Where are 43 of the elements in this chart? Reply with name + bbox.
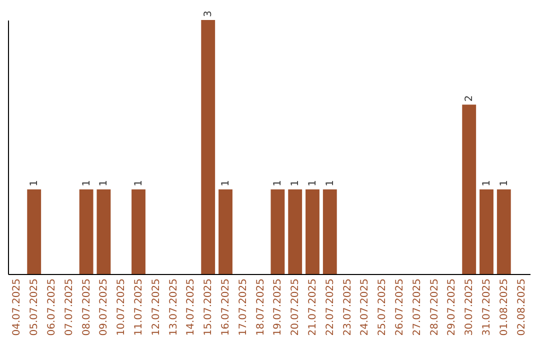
x-tick-label: 26.07.2025 [394, 278, 406, 336]
data-label: 2 [464, 95, 476, 102]
x-tick-label: 08.07.2025 [81, 278, 92, 336]
data-label: 1 [308, 180, 318, 186]
x-tick-label: 21.07.2025 [308, 278, 318, 336]
data-label: 1 [272, 180, 284, 186]
data-label: 1 [98, 180, 110, 186]
x-tick-label: 31.07.2025 [482, 278, 492, 336]
x-tick-label: 16.07.2025 [220, 278, 232, 336]
x-tick-label: 13.07.2025 [168, 278, 180, 336]
x-tick-label: 09.07.2025 [98, 278, 110, 336]
x-tick-label: 06.07.2025 [46, 278, 58, 336]
x-tick-label: 20.07.2025 [290, 278, 302, 336]
data-label: 1 [498, 180, 510, 186]
data-label: 1 [290, 180, 302, 186]
x-tick-label: 29.07.2025 [446, 278, 458, 336]
x-tick-label: 24.07.2025 [360, 278, 371, 336]
x-tick-label: 18.07.2025 [255, 278, 266, 336]
x-tick-label: 27.07.2025 [412, 278, 423, 336]
x-tick-label: 15.07.2025 [203, 278, 214, 336]
data-label: 1 [81, 180, 92, 186]
data-label: 1 [134, 180, 144, 186]
data-label: 1 [482, 180, 492, 186]
x-tick-label: 05.07.2025 [29, 278, 40, 336]
x-tick-label: 19.07.2025 [272, 278, 284, 336]
x-tick-label: 17.07.2025 [238, 278, 249, 336]
x-tick-label: 12.07.2025 [150, 278, 162, 336]
x-tick-label: 28.07.2025 [429, 278, 440, 336]
x-tick-label: 22.07.2025 [324, 278, 336, 336]
x-tick-label: 14.07.2025 [186, 278, 197, 336]
data-label: 1 [220, 180, 232, 186]
x-tick-label: 23.07.2025 [342, 278, 354, 336]
x-tick-label: 10.07.2025 [116, 278, 128, 336]
data-label: 3 [203, 10, 214, 17]
x-tick-label: 11.07.2025 [134, 278, 144, 336]
x-tick-label: 25.07.2025 [377, 278, 388, 336]
x-tick-label: 30.07.2025 [464, 278, 476, 336]
x-tick-label: 02.08.2025 [516, 278, 528, 336]
data-label: 1 [324, 180, 336, 186]
data-label: 1 [29, 180, 40, 186]
x-tick-label: 07.07.2025 [64, 278, 75, 336]
x-tick-label: 01.08.2025 [498, 278, 510, 336]
x-tick-label: 04.07.2025 [12, 278, 23, 336]
